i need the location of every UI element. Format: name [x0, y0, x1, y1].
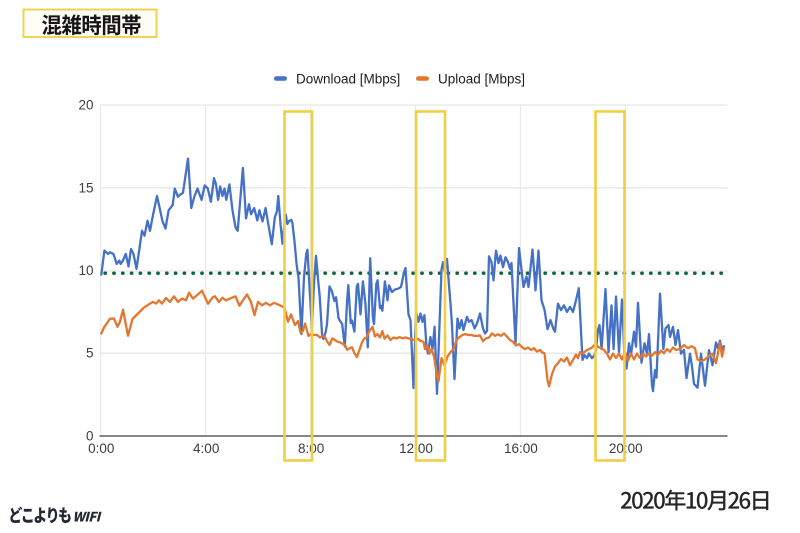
- svg-text:5: 5: [86, 346, 94, 361]
- svg-text:4:00: 4:00: [193, 441, 219, 456]
- svg-text:15: 15: [78, 180, 93, 195]
- svg-text:20: 20: [78, 98, 93, 113]
- svg-text:Upload [Mbps]: Upload [Mbps]: [438, 72, 525, 87]
- svg-text:16:00: 16:00: [504, 441, 538, 456]
- svg-text:0:00: 0:00: [88, 441, 114, 456]
- svg-text:10: 10: [78, 263, 93, 278]
- svg-text:Download [Mbps]: Download [Mbps]: [296, 72, 400, 87]
- svg-text:0: 0: [86, 429, 94, 444]
